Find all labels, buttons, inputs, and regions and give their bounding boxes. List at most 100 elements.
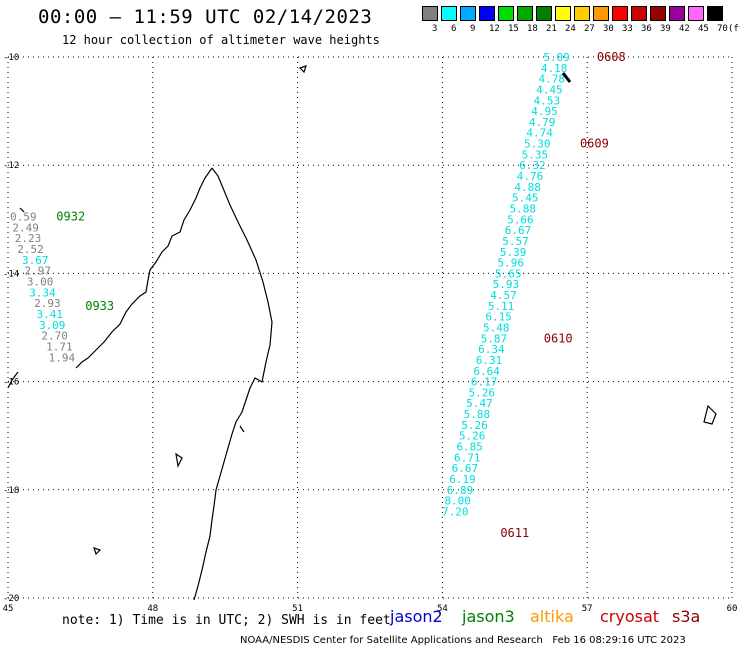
swh-label: 1.71 xyxy=(46,340,73,353)
legend-swatch xyxy=(650,6,666,21)
islet-1 xyxy=(239,425,245,433)
lon-label: 48 xyxy=(147,604,158,614)
swh-label: 6.32 xyxy=(519,159,546,172)
legend-swatch xyxy=(555,6,571,21)
legend-swatch xyxy=(631,6,647,21)
swh-label: 6.17 xyxy=(471,376,498,389)
swh-label: 4.88 xyxy=(514,181,541,194)
legend-label: 30 xyxy=(603,24,614,34)
legend-unit: (ft) xyxy=(728,24,740,34)
satellite-key-s3a: s3a xyxy=(672,607,701,626)
island-3 xyxy=(703,404,717,425)
swh-label: 2.93 xyxy=(34,297,61,310)
map-title: 00:00 – 11:59 UTC 02/14/2023 xyxy=(38,6,373,28)
swh-label: 6.64 xyxy=(473,365,500,378)
swh-label: 5.57 xyxy=(502,235,529,248)
lon-label: 57 xyxy=(582,604,593,614)
legend-label: 9 xyxy=(470,24,476,34)
legend-swatch xyxy=(574,6,590,21)
legend-swatch xyxy=(707,6,723,21)
swh-label: 4.57 xyxy=(490,289,517,302)
lon-label: 51 xyxy=(292,604,303,614)
legend-swatch xyxy=(498,6,514,21)
swh-label: 2.70 xyxy=(41,330,68,343)
swh-label: 5.87 xyxy=(481,332,508,345)
satellite-key-jason2: jason2 xyxy=(390,607,443,626)
swh-label: 5.65 xyxy=(495,267,522,280)
legend-label: 42 xyxy=(679,24,690,34)
island-4 xyxy=(175,452,183,468)
track-start-marker xyxy=(561,72,572,83)
legend-swatch xyxy=(517,6,533,21)
pass-time-label: 0611 xyxy=(500,526,529,540)
swh-label: 6.19 xyxy=(449,473,476,486)
island-5 xyxy=(93,547,102,556)
legend-label: 21 xyxy=(546,24,557,34)
swh-label: 5.88 xyxy=(464,408,491,421)
swh-label: 5.45 xyxy=(512,192,539,205)
pass-time-label: 0608 xyxy=(597,50,626,64)
swh-label: 6.71 xyxy=(454,451,481,464)
lon-label: 45 xyxy=(3,604,14,614)
swh-label: 1.94 xyxy=(49,351,76,364)
swh-label: 4.79 xyxy=(529,116,556,129)
swh-label: 5.66 xyxy=(507,213,534,226)
swh-label: 5.26 xyxy=(459,430,486,443)
swh-label: 3.09 xyxy=(39,319,66,332)
wave-height-tracks: 0.592.492.232.523.672.973.003.342.933.41… xyxy=(10,50,626,540)
legend-swatch xyxy=(479,6,495,21)
swh-label: 6.15 xyxy=(485,311,512,324)
legend-swatch xyxy=(593,6,609,21)
swh-label: 3.41 xyxy=(37,308,64,321)
swh-label: 6.67 xyxy=(505,224,532,237)
satellite-key-altika: altika xyxy=(530,607,574,626)
jason3-track: 0.592.492.232.523.672.973.003.342.933.41… xyxy=(10,210,114,365)
swh-label: 0.59 xyxy=(10,211,37,224)
satellite-key-jason3: jason3 xyxy=(462,607,515,626)
swh-label: 2.23 xyxy=(15,232,42,245)
swh-label: 4.18 xyxy=(541,62,568,75)
legend-label: 24 xyxy=(565,24,576,34)
swh-label: 5.30 xyxy=(524,138,551,151)
legend-swatch xyxy=(422,6,438,21)
swh-label: 4.53 xyxy=(534,94,561,107)
lat-lon-grid xyxy=(7,56,733,599)
satellite-key-cryosat: cryosat xyxy=(600,607,660,626)
legend-label: 39 xyxy=(660,24,671,34)
swh-label: 5.35 xyxy=(522,148,549,161)
lat-label: -20 xyxy=(3,594,19,604)
swh-label: 5.93 xyxy=(493,278,520,291)
swh-label: 4.76 xyxy=(517,170,544,183)
swh-label: 6.85 xyxy=(456,441,483,454)
swh-label: 6.31 xyxy=(476,354,503,367)
swh-label: 5.11 xyxy=(488,300,515,313)
swh-label: 6.89 xyxy=(447,484,474,497)
legend-swatch xyxy=(460,6,476,21)
lat-label: -14 xyxy=(3,269,19,279)
coastline xyxy=(7,65,717,601)
legend-label: 36 xyxy=(641,24,652,34)
swh-label: 5.39 xyxy=(500,246,527,259)
swh-label: 6.34 xyxy=(478,343,505,356)
legend-swatch xyxy=(612,6,628,21)
swh-label: 3.34 xyxy=(29,286,56,299)
legend-label: 6 xyxy=(451,24,457,34)
lat-label: -16 xyxy=(3,378,19,388)
lat-label: -18 xyxy=(3,486,19,496)
lat-label: -12 xyxy=(3,161,19,171)
legend-label: 70 xyxy=(717,24,728,34)
pass-time-label: 0609 xyxy=(580,137,609,151)
cryosat-track: 5.094.184.784.454.534.954.794.745.305.35… xyxy=(442,50,626,540)
footer-note: note: 1) Time is in UTC; 2) SWH is in fe… xyxy=(62,613,391,628)
legend-swatch xyxy=(441,6,457,21)
swh-label: 5.88 xyxy=(510,202,537,215)
swh-label: 7.20 xyxy=(442,505,469,518)
island-2 xyxy=(298,65,307,74)
swh-label: 2.97 xyxy=(24,265,51,278)
swh-label: 5.96 xyxy=(497,257,524,270)
legend-label: 27 xyxy=(584,24,595,34)
footer-credit: NOAA/NESDIS Center for Satellite Applica… xyxy=(240,635,686,646)
swh-label: 4.95 xyxy=(531,105,558,118)
pass-time-label: 0610 xyxy=(544,331,573,345)
swh-label: 2.52 xyxy=(17,243,44,256)
